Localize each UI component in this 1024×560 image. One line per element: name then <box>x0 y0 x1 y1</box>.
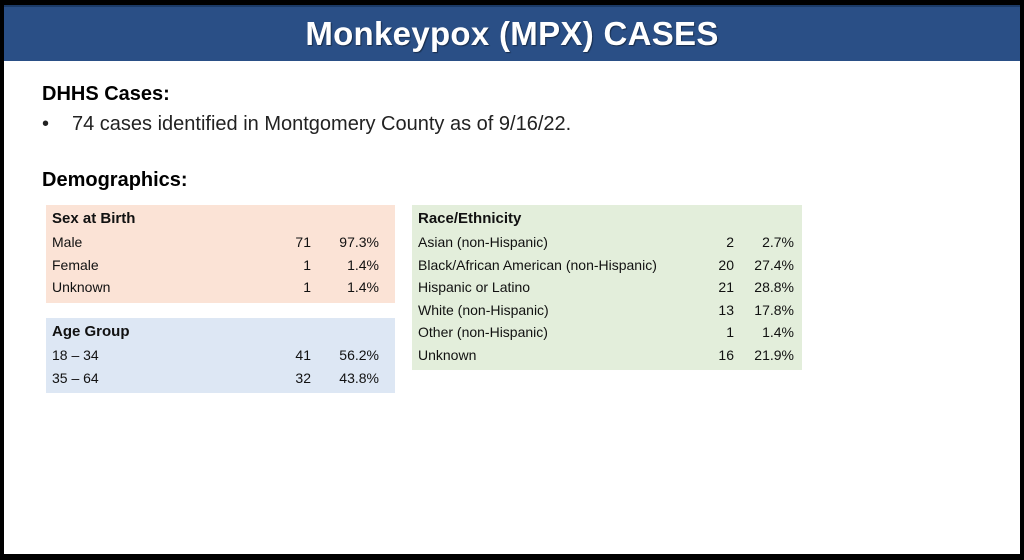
table-row: White (non-Hispanic) 13 17.8% <box>412 299 802 322</box>
row-count: 1 <box>726 324 734 340</box>
row-label: Hispanic or Latino <box>418 279 531 295</box>
row-percent: 43.8% <box>339 369 379 386</box>
table-row: Male 71 97.3% <box>46 231 395 254</box>
row-label: Male <box>52 234 83 250</box>
age-group-table: Age Group 18 – 34 41 56.2% 35 – 64 32 43… <box>46 318 395 393</box>
bullet-icon: • <box>42 113 50 135</box>
demographics-heading: Demographics: <box>42 169 188 191</box>
row-count: 21 <box>718 279 734 295</box>
table-row: Unknown 1 1.4% <box>46 276 395 299</box>
table-row: 18 – 34 41 56.2% <box>46 344 395 367</box>
cases-bullet: • 74 cases identified in Montgomery Coun… <box>42 113 571 136</box>
row-label: Unknown <box>418 346 477 363</box>
row-count: 1 <box>303 256 311 273</box>
row-count: 1 <box>303 279 311 295</box>
row-count: 32 <box>295 369 311 386</box>
row-count: 71 <box>295 234 311 250</box>
row-label: Female <box>52 256 99 273</box>
table-row: Unknown 16 21.9% <box>412 344 802 367</box>
row-label: Asian (non-Hispanic) <box>418 234 548 250</box>
sex-at-birth-table: Sex at Birth Male 71 97.3% Female 1 1.4%… <box>46 205 395 303</box>
row-label: Unknown <box>52 279 111 295</box>
cases-bullet-text: 74 cases identified in Montgomery County… <box>72 113 572 135</box>
row-percent: 1.4% <box>347 279 379 295</box>
row-count: 13 <box>718 301 734 318</box>
title-bar: Monkeypox (MPX) CASES <box>4 5 1020 61</box>
row-label: 35 – 64 <box>52 369 99 386</box>
table-row: Other (non-Hispanic) 1 1.4% <box>412 321 802 344</box>
row-percent: 27.4% <box>754 256 794 273</box>
slide: Monkeypox (MPX) CASES DHHS Cases: • 74 c… <box>4 5 1020 554</box>
row-label: White (non-Hispanic) <box>418 301 549 318</box>
row-percent: 17.8% <box>754 301 794 318</box>
row-percent: 56.2% <box>339 347 379 363</box>
row-percent: 21.9% <box>754 346 794 363</box>
cases-heading: DHHS Cases: <box>42 83 170 105</box>
row-percent: 1.4% <box>762 324 794 340</box>
slide-title: Monkeypox (MPX) CASES <box>305 15 719 52</box>
table-row: Female 1 1.4% <box>46 254 395 277</box>
table-row: Hispanic or Latino 21 28.8% <box>412 276 802 299</box>
row-percent: 97.3% <box>339 234 379 250</box>
table-header: Sex at Birth <box>52 210 136 227</box>
row-label: Black/African American (non-Hispanic) <box>418 256 657 273</box>
race-ethnicity-table: Race/Ethnicity Asian (non-Hispanic) 2 2.… <box>412 205 802 370</box>
row-count: 20 <box>718 256 734 273</box>
row-percent: 28.8% <box>754 279 794 295</box>
table-row: Black/African American (non-Hispanic) 20… <box>412 254 802 277</box>
row-percent: 1.4% <box>347 256 379 273</box>
table-row: 35 – 64 32 43.8% <box>46 367 395 390</box>
row-label: 18 – 34 <box>52 347 99 363</box>
row-percent: 2.7% <box>762 234 794 250</box>
row-count: 41 <box>295 347 311 363</box>
row-count: 2 <box>726 234 734 250</box>
table-header: Age Group <box>52 323 130 340</box>
table-row: Asian (non-Hispanic) 2 2.7% <box>412 231 802 254</box>
row-label: Other (non-Hispanic) <box>418 324 548 340</box>
row-count: 16 <box>718 346 734 363</box>
table-header: Race/Ethnicity <box>418 210 522 227</box>
